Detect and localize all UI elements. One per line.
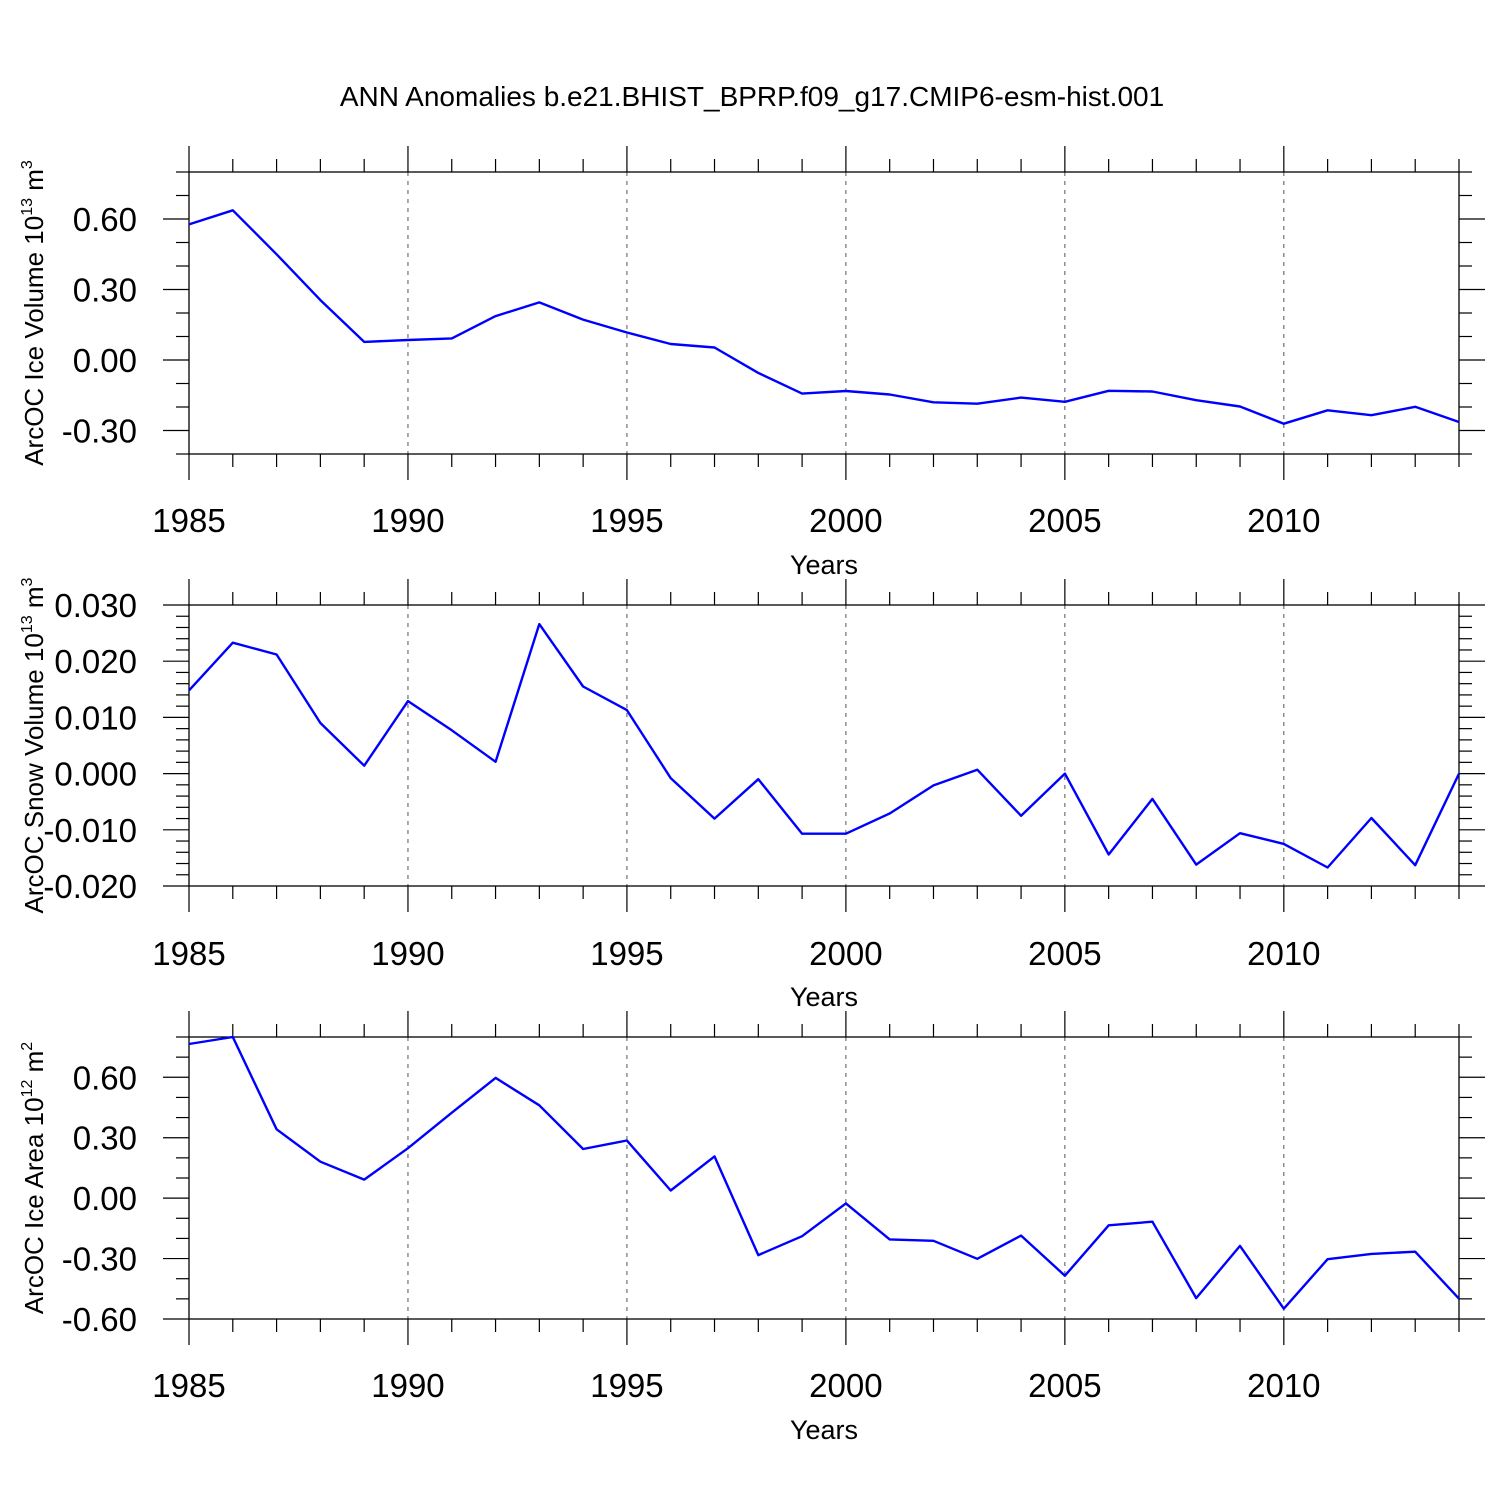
plot-frame [188,604,1460,887]
x-tick-label: 2000 [809,935,882,972]
x-tick-label: 2005 [1028,502,1101,539]
y-tick-label: 0.00 [73,342,137,379]
x-tick-label: 1985 [152,502,225,539]
x-tick-label: 1990 [371,935,444,972]
y-axis-label: ArcOC Ice Volume 1013 m3 [19,160,49,466]
x-tick-label: 2010 [1247,935,1320,972]
x-tick-label: 2010 [1247,1367,1320,1404]
y-tick-label: -0.30 [62,413,137,450]
series-line [188,1035,1460,1310]
y-tick-label: -0.020 [43,868,137,905]
y-tick-label: -0.60 [62,1301,137,1338]
x-tick-label: 2010 [1247,502,1320,539]
x-tick-label: 1995 [590,502,663,539]
y-axis-label: ArcOC Ice Area 1012 m2 [19,1042,49,1314]
x-axis-label: Years [790,982,858,1012]
y-tick-label: 0.000 [54,756,137,793]
x-axis-label: Years [790,550,858,580]
y-tick-label: 0.010 [54,699,137,736]
x-tick-label: 1990 [371,1367,444,1404]
plot-frame [188,1036,1460,1320]
x-tick-label: 2000 [809,502,882,539]
series-line [188,209,1460,425]
x-tick-label: 1985 [152,935,225,972]
y-tick-label: 0.020 [54,643,137,680]
x-tick-label: 1995 [590,935,663,972]
x-tick-label: 1995 [590,1367,663,1404]
panel-3: 1985 1990 1995 2000 2005 2010 -0.60 -0.30 0.00 0.… [19,1011,1485,1445]
x-tick-label: 2005 [1028,1367,1101,1404]
y-axis-label: ArcOC Snow Volume 1013 m3 [19,577,49,913]
x-tick-label: 2005 [1028,935,1101,972]
y-tick-label: -0.010 [43,812,137,849]
chart-title: ANN Anomalies b.e21.BHIST_BPRP.f09_g17.C… [340,81,1164,112]
y-tick-label: 0.60 [73,201,137,238]
x-axis-label: Years [790,1415,858,1445]
y-tick-label: 0.30 [73,1120,137,1157]
x-tick-label: 1990 [371,502,444,539]
y-tick-label: 0.30 [73,272,137,309]
y-tick-label: 0.030 [54,587,137,624]
y-tick-label: -0.30 [62,1241,137,1278]
x-tick-label: 1985 [152,1367,225,1404]
plot-frame [188,171,1460,455]
series-line [188,622,1461,869]
panel-2: 1985 1990 1995 2000 2005 2010 -0.020 -0.010 0.00… [19,577,1485,1012]
y-tick-label: 0.00 [73,1180,137,1217]
panels: 1985 1990 1995 2000 2005 2010 -0.30 0.00 0.30 0.6… [19,146,1485,1445]
x-tick-label: 2000 [809,1367,882,1404]
panel-1: 1985 1990 1995 2000 2005 2010 -0.30 0.00 0.30 0.6… [19,146,1485,580]
y-tick-label: 0.60 [73,1059,137,1096]
